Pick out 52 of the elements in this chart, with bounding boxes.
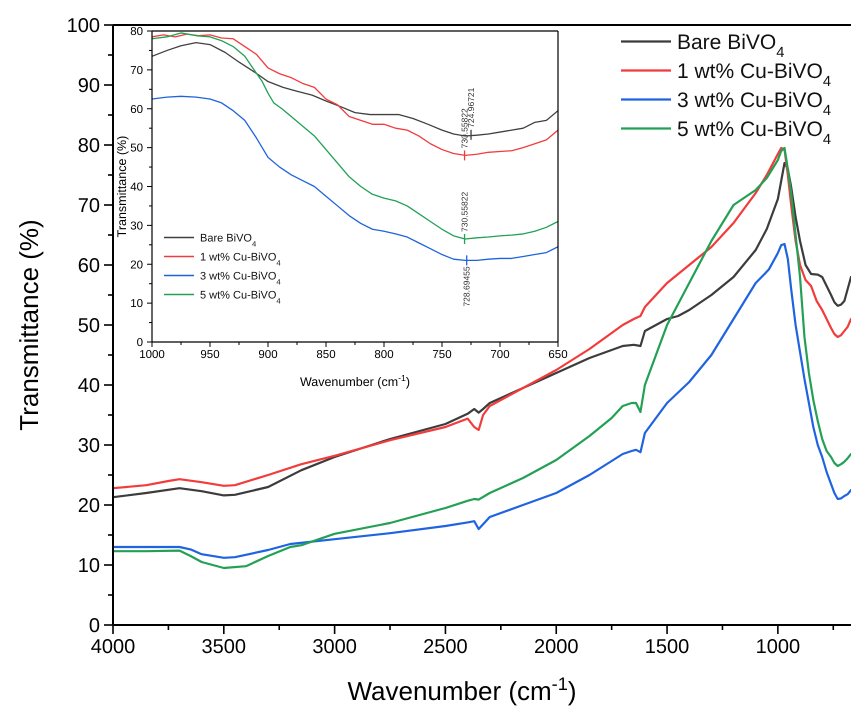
- annotation: 724.96721: [466, 87, 476, 128]
- x-tick-label: 1000: [756, 636, 800, 658]
- y-tick-label: 20: [130, 259, 143, 272]
- x-tick-label: 800: [374, 348, 394, 361]
- annotation: 728.69455: [462, 266, 472, 307]
- x-axis-title: Wavenumber (cm$^{-1}$): [347, 674, 577, 706]
- y-tick-label: 70: [130, 64, 143, 77]
- y-tick-label: 50: [130, 142, 143, 155]
- y-tick-label: 60: [130, 104, 143, 116]
- y-tick-label: 100: [66, 15, 100, 37]
- y-tick-label: 90: [78, 75, 100, 97]
- y-tick-label: 20: [78, 495, 100, 517]
- legend-label: 3 wt% Cu-BiVO$_{4}$: [677, 88, 832, 119]
- legend-label: Bare BiVO$_{4}$: [200, 232, 257, 248]
- y-tick-label: 70: [78, 195, 100, 217]
- y-tick-label: 80: [78, 135, 100, 157]
- line-series: [113, 242, 851, 559]
- y-axis-title: Transmittance (%): [14, 219, 44, 431]
- y-tick-label: 40: [130, 182, 143, 194]
- y-axis-title: Transmittance (%): [115, 136, 129, 238]
- x-tick-label: 700: [490, 348, 510, 361]
- x-tick-label: 2500: [423, 636, 468, 658]
- y-tick-label: 40: [78, 375, 100, 397]
- y-tick-label: 0: [88, 615, 100, 637]
- y-tick-label: 30: [78, 435, 100, 457]
- x-axis-title: Wavenumber (cm$^{-1}$): [300, 373, 410, 389]
- legend-label: 5 wt% Cu-BiVO$_{4}$: [200, 289, 282, 305]
- x-tick-label: 650: [548, 348, 568, 361]
- x-tick-label: 3000: [312, 636, 357, 658]
- x-tick-label: 3500: [202, 636, 246, 658]
- legend-label: 5 wt% Cu-BiVO$_{4}$: [677, 118, 832, 148]
- x-tick-label: 750: [432, 348, 452, 361]
- line-series: [152, 33, 558, 156]
- x-tick-label: 1000: [139, 348, 165, 361]
- x-tick-label: 4000: [90, 636, 136, 658]
- x-tick-label: 1500: [644, 636, 690, 658]
- y-tick-label: 10: [130, 298, 143, 310]
- x-tick-label: 850: [316, 348, 336, 361]
- legend-label: Bare BiVO$_{4}$: [677, 30, 784, 61]
- legend-label: 1 wt% Cu-BiVO$_{4}$: [677, 60, 832, 90]
- y-tick-label: 80: [130, 26, 143, 38]
- y-tick-label: 0: [136, 337, 143, 350]
- y-tick-label: 60: [78, 255, 100, 277]
- x-tick-label: 900: [258, 348, 278, 361]
- y-tick-label: 50: [78, 315, 100, 337]
- y-tick-label: 10: [78, 555, 100, 577]
- y-tick-label: 30: [130, 220, 143, 232]
- annotation: 730.55822: [460, 192, 470, 232]
- legend-label: 1 wt% Cu-BiVO$_{4}$: [200, 251, 282, 267]
- x-tick-label: 2000: [534, 636, 578, 658]
- x-tick-label: 950: [200, 348, 220, 361]
- legend-label: 3 wt% Cu-BiVO$_{4}$: [200, 270, 282, 286]
